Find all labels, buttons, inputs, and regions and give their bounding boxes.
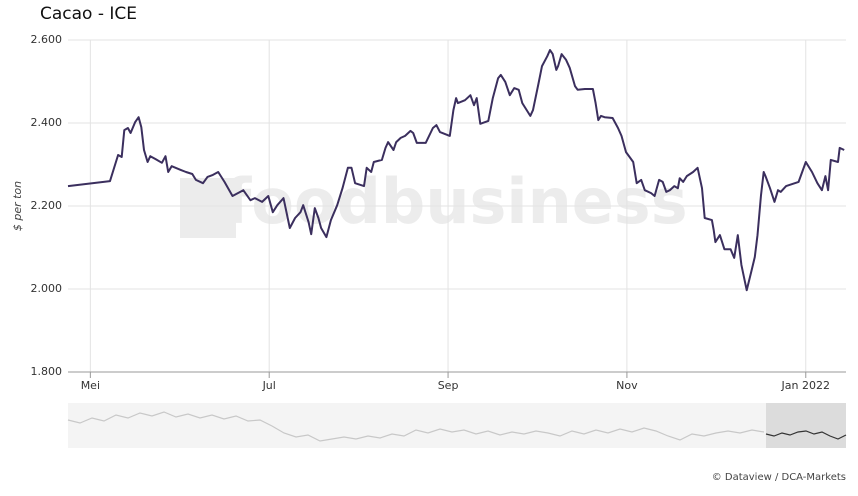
navigator-selected-line (765, 430, 847, 440)
watermark-logo (180, 178, 236, 238)
navigator-selection (766, 403, 846, 448)
x-tick-label: Jul (262, 379, 276, 392)
y-tick-label: 2.400 (31, 116, 63, 129)
x-tick-label: Sep (438, 379, 459, 392)
price-line (67, 49, 845, 292)
y-tick-label: 2.200 (31, 199, 63, 212)
x-tick-label: Nov (616, 379, 638, 392)
y-tick-label: 2.000 (31, 282, 63, 295)
navigator-background (68, 403, 846, 448)
navigator-line (67, 411, 765, 442)
y-axis-label: $ per ton (11, 181, 24, 231)
x-tick-label: Jan 2022 (781, 379, 830, 392)
x-tick-label: Mei (81, 379, 100, 392)
y-tick-label: 1.800 (31, 365, 63, 378)
navigator (67, 403, 847, 448)
chart-title: Cacao - ICE (40, 4, 137, 24)
y-tick-label: 2.600 (31, 33, 63, 46)
watermark: foodbusiness (224, 165, 687, 238)
source: © Dataview / DCA-Markets (712, 472, 846, 483)
